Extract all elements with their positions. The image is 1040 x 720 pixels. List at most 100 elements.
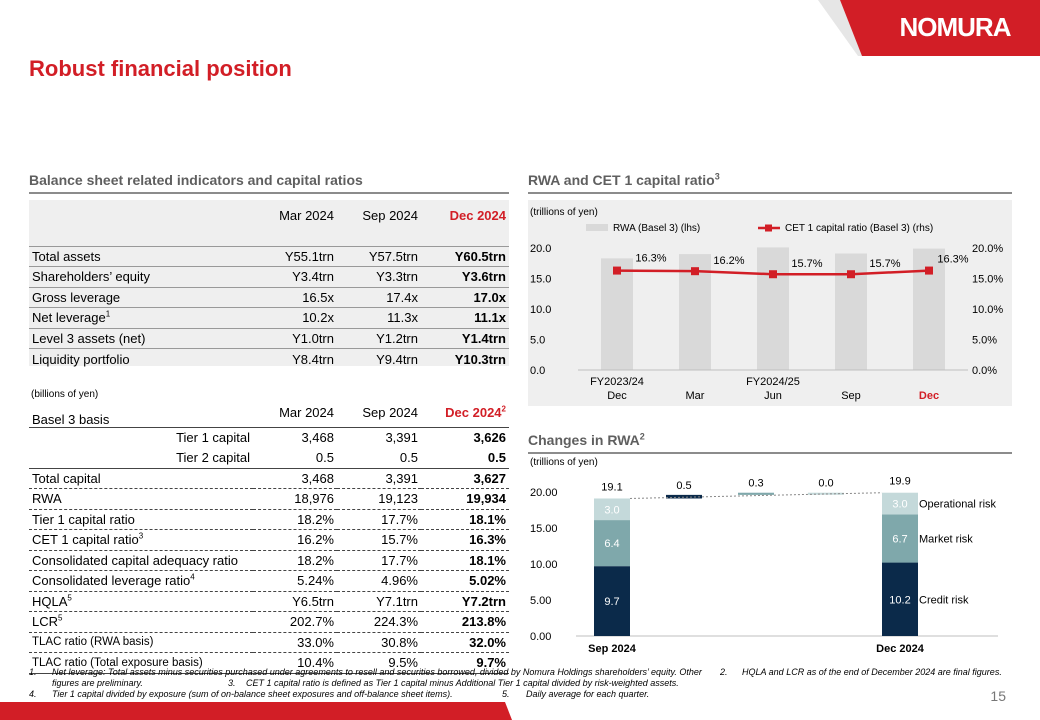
row-label: Net leverage1 [29, 307, 241, 328]
table-cell: Y3.6trn [421, 266, 509, 287]
x-tick-label: Sep 2024 [588, 643, 637, 655]
y-tick-right: 10.0% [972, 304, 1003, 316]
rwa-chart-title-text: RWA and CET 1 capital ratio [528, 172, 715, 188]
x-tick-label: Dec 2024 [876, 643, 925, 655]
header-band: NOMURA [0, 0, 1040, 60]
row-label: Total capital [29, 467, 253, 489]
table-cell: Y3.3trn [337, 266, 421, 287]
footnote-number: 1. [29, 667, 37, 677]
segment-label: 6.4 [604, 538, 619, 550]
table-cell: 16.2% [253, 529, 337, 550]
table-row: Liquidity portfolio Y8.4trn Y9.4trn Y10.… [29, 348, 509, 369]
waterfall-segment [882, 514, 918, 563]
row-label-text: Consolidated leverage ratio [32, 573, 191, 589]
cet1-label: 15.7% [869, 258, 900, 270]
row-label: Tier 1 capital ratio [29, 508, 253, 530]
total-label: 19.9 [889, 476, 910, 488]
table-cell: 10.2x [241, 307, 337, 328]
table-row: Tier 2 capital 0.5 0.5 0.5 [29, 448, 509, 469]
table-header-row: Basel 3 basis Mar 2024 Sep 2024 Dec 2024… [29, 399, 509, 427]
table-cell: Y9.4trn [337, 348, 421, 369]
y-tick-left: 15.0 [530, 274, 551, 286]
series-label: Operational risk [919, 499, 997, 511]
column-header: Sep 2024 [362, 207, 418, 223]
table-cell: 16.3% [421, 529, 509, 550]
table-cell: 30.8% [337, 631, 421, 653]
footnote-ref: 5 [67, 593, 72, 603]
y-tick-left: 0.0 [530, 365, 545, 377]
cet1-label: 16.3% [937, 254, 968, 266]
y-tick: 0.00 [530, 631, 551, 643]
chart-unit-note: (trillions of yen) [530, 207, 598, 218]
rwa-chart-divider [528, 192, 1012, 194]
table-cell: 10.4% [253, 652, 337, 674]
footnote-ref: 4 [190, 572, 195, 582]
table-cell: 4.96% [337, 570, 421, 591]
page-number: 15 [990, 688, 1006, 704]
table-cell: 3,468 [253, 426, 337, 448]
row-label: HQLA5 [29, 590, 253, 612]
table-row: RWA 18,976 19,123 19,934 [29, 488, 509, 509]
row-label: RWA [29, 488, 253, 509]
changes-chart-title-text: Changes in RWA [528, 432, 640, 448]
column-header: Mar 2024 [279, 405, 334, 421]
table-row: HQLA5 Y6.5trn Y7.1trn Y7.2trn [29, 590, 509, 612]
table-cell: Y1.2trn [337, 327, 421, 349]
waterfall-segment [882, 562, 918, 636]
table-cell: 17.0x [421, 286, 509, 308]
y-tick-right: 0.0% [972, 365, 997, 377]
table-cell: Y55.1trn [241, 245, 337, 267]
footnote-number: 4. [29, 689, 37, 699]
x-tick-label: FY2024/25 [746, 376, 800, 388]
table-cell: Y7.2trn [421, 590, 509, 612]
table-cell: Y1.0trn [241, 327, 337, 349]
table-row: Total capital 3,468 3,391 3,627 [29, 467, 509, 489]
segment-label: 10.2 [889, 594, 910, 606]
footnote-ref: 5 [58, 613, 63, 623]
y-tick-left: 5.0 [530, 335, 545, 347]
table-cell: 9.5% [337, 652, 421, 674]
y-tick-right: 5.0% [972, 335, 997, 347]
table-row: LCR5 202.7% 224.3% 213.8% [29, 611, 509, 632]
row-label-text: LCR [32, 614, 59, 630]
row-label-text: HQLA [32, 593, 68, 609]
column-header: Dec 20242 [421, 399, 509, 427]
table-row: Gross leverage 16.5x 17.4x 17.0x [29, 286, 509, 308]
segment-label: 3.0 [892, 499, 907, 511]
column-header-text: Dec 2024 [445, 405, 502, 421]
table-row: CET 1 capital ratio3 16.2% 15.7% 16.3% [29, 529, 509, 550]
table-cell: 5.02% [421, 570, 509, 591]
table-cell: 3,468 [253, 467, 337, 489]
table-cell: 16.5x [241, 286, 337, 308]
waterfall-change-bar [666, 494, 702, 499]
footnote-text: Daily average for each quarter. [526, 689, 650, 699]
segment-label: 3.0 [604, 504, 619, 516]
table-cell: 0.5 [399, 450, 418, 465]
basel3-unit-note: (billions of yen) [31, 389, 99, 400]
balance-sheet-divider [29, 192, 509, 194]
row-label: LCR5 [29, 611, 253, 632]
table-cell: 9.7% [421, 652, 509, 674]
cet1-label: 16.3% [635, 253, 666, 265]
row-label: CET 1 capital ratio3 [29, 529, 253, 550]
row-label: TLAC ratio (Total exposure basis) [29, 652, 253, 674]
table-cell: 213.8% [421, 611, 509, 632]
table-cell: 11.3x [337, 307, 421, 328]
y-tick-left: 20.0 [530, 243, 551, 255]
table-row: TLAC ratio (Total exposure basis) 10.4% … [29, 652, 509, 674]
row-label: Tier 1 capital [29, 426, 253, 448]
table-cell: 19,934 [421, 488, 509, 509]
footnote-number: 5. [502, 689, 510, 699]
table-cell: 33.0% [253, 631, 337, 653]
table-cell: 3,391 [337, 426, 421, 448]
table-row: Consolidated capital adequacy ratio 18.2… [29, 549, 509, 571]
table-cell: 11.1x [421, 307, 509, 328]
change-label: 0.0 [818, 478, 833, 490]
table-cell: Y8.4trn [241, 348, 337, 369]
table-cell: 17.7% [337, 549, 421, 571]
footnote-ref: 2 [501, 404, 506, 414]
table-row: Level 3 assets (net) Y1.0trn Y1.2trn Y1.… [29, 327, 509, 349]
table-cell: Y3.4trn [241, 266, 337, 287]
brand-logo: NOMURA [899, 12, 1012, 42]
table-cell: 18.1% [421, 549, 509, 571]
